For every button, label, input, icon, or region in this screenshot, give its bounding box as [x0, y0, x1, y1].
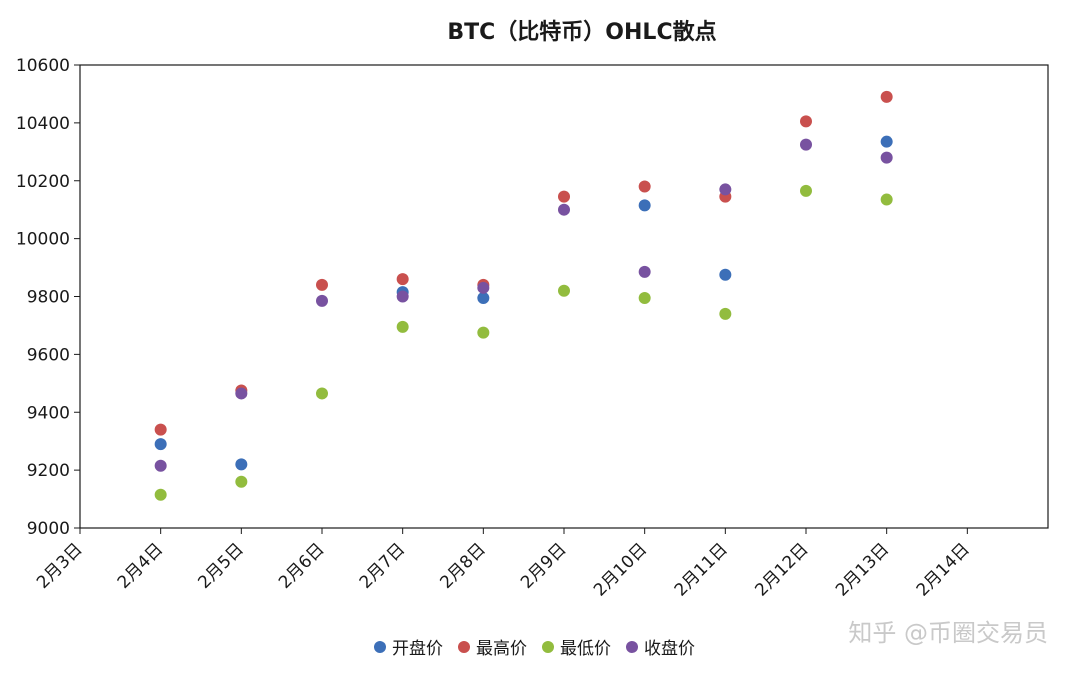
- data-point-series-3: [235, 475, 248, 488]
- x-tick-label: 2月8日: [436, 539, 489, 592]
- x-tick-label: 2月5日: [194, 539, 247, 592]
- data-point-series-4: [638, 265, 651, 278]
- x-axis: 2月3日 2月4日 2月5日 2月6日 2月7日 2月8日 2月9日 2月10日 2月11日 2月…: [33, 528, 974, 601]
- data-point-series-3: [719, 307, 732, 320]
- legend-marker: [542, 641, 554, 653]
- legend-marker: [458, 641, 470, 653]
- data-point-series-3: [316, 387, 328, 400]
- y-tick-label: 9800: [27, 288, 70, 308]
- x-tick-label: 2月12日: [751, 539, 812, 600]
- chart-title: BTC（比特币）OHLC散点: [447, 19, 716, 45]
- x-tick-label: 2月4日: [114, 539, 167, 592]
- data-point-series-3: [638, 291, 651, 304]
- data-point-series-4: [719, 183, 732, 196]
- y-tick-label: 9600: [27, 345, 70, 365]
- x-tick-label: 2月9日: [517, 539, 570, 592]
- data-point-series-2: [880, 90, 893, 103]
- watermark: 知乎 @币圈交易员: [848, 619, 1048, 647]
- x-tick-label: 2月11日: [671, 539, 732, 600]
- y-tick-label: 9200: [27, 461, 70, 481]
- data-point-series-4: [558, 203, 570, 216]
- y-tick-label: 10600: [16, 56, 70, 76]
- legend-label: 开盘价: [392, 639, 443, 659]
- x-tick-label: 2月3日: [33, 539, 86, 592]
- data-point-series-1: [719, 268, 732, 281]
- legend-label: 收盘价: [644, 639, 695, 659]
- legend-marker: [626, 641, 638, 653]
- data-point-series-2: [316, 278, 328, 291]
- legend: 开盘价 最高价 最低价 收盘价: [374, 639, 695, 659]
- y-tick-label: 9000: [27, 519, 70, 539]
- legend-label: 最低价: [560, 639, 611, 659]
- data-point-series-3: [154, 488, 167, 501]
- data-point-series-2: [154, 423, 167, 436]
- x-tick-label: 2月10日: [590, 539, 651, 600]
- data-point-series-4: [396, 290, 409, 303]
- data-point-series-4: [477, 281, 490, 294]
- data-point-series-2: [800, 115, 812, 128]
- legend-label: 最高价: [476, 639, 527, 659]
- x-tick-label: 2月7日: [356, 539, 409, 592]
- data-point-series-1: [638, 199, 651, 212]
- y-tick-label: 10400: [16, 114, 70, 134]
- data-point-series-2: [558, 190, 570, 203]
- data-point-series-1: [154, 438, 167, 451]
- data-point-series-1: [235, 458, 248, 471]
- data-point-series-3: [880, 193, 893, 206]
- x-tick-label: 2月13日: [832, 539, 893, 600]
- data-point-series-3: [396, 320, 409, 333]
- data-point-series-1: [880, 135, 893, 148]
- data-point-series-3: [558, 284, 570, 297]
- data-point-series-2: [396, 273, 409, 286]
- data-point-series-3: [800, 184, 812, 197]
- data-point-series-4: [880, 151, 893, 164]
- data-point-series-4: [154, 459, 167, 472]
- data-point-series-1: [477, 291, 490, 304]
- data-point-series-4: [800, 138, 812, 151]
- data-point-series-4: [235, 387, 248, 400]
- y-tick-label: 9400: [27, 403, 70, 423]
- data-point-series-3: [477, 326, 490, 339]
- y-tick-label: 10000: [16, 230, 70, 250]
- legend-marker: [374, 641, 386, 653]
- data-point-series-2: [638, 180, 651, 193]
- data-points: [154, 90, 893, 501]
- y-tick-label: 10200: [16, 172, 70, 192]
- data-point-series-4: [316, 294, 328, 307]
- x-tick-label: 2月6日: [275, 539, 328, 592]
- x-tick-label: 2月14日: [913, 539, 974, 600]
- y-axis: 9000 9200 9400 9600 9800 10000 10200 10400 10600: [16, 56, 80, 539]
